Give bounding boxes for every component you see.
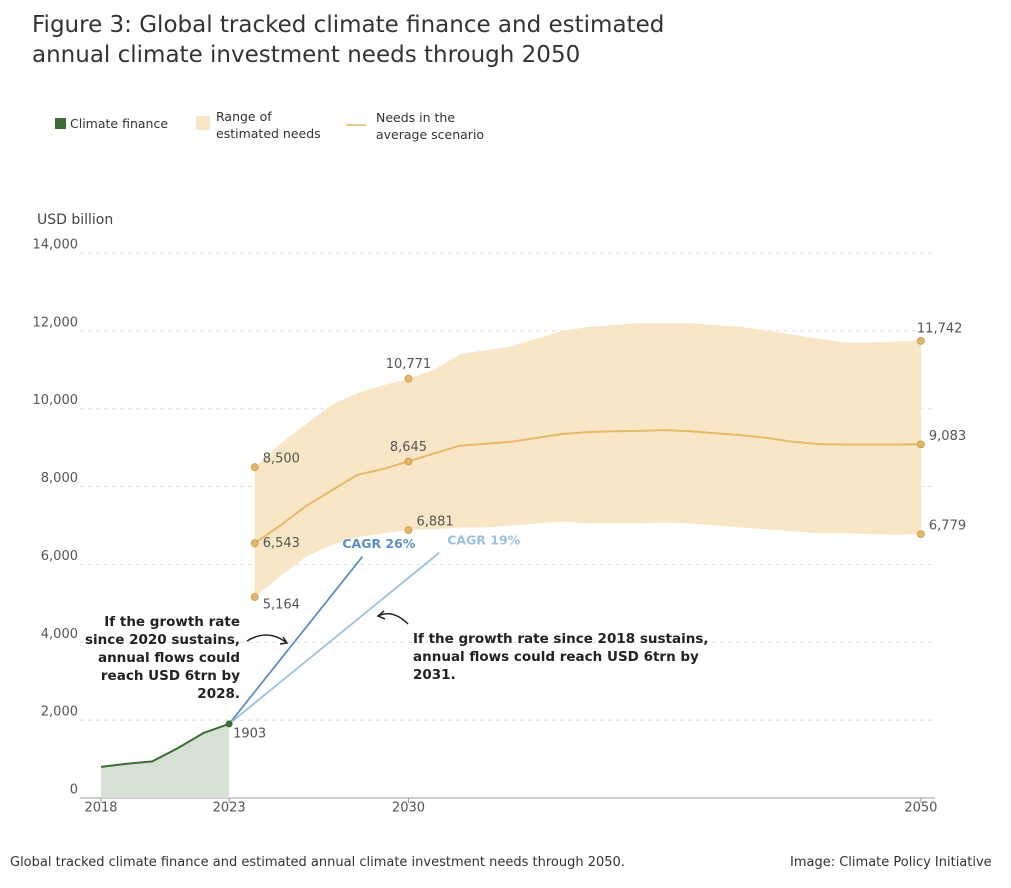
chart-title: Figure 3: Global tracked climate finance… [32, 12, 665, 68]
data-point [917, 440, 925, 449]
arrow [377, 613, 409, 625]
x-tick-label: 2023 [213, 801, 246, 816]
projection-label: CAGR 26% [342, 536, 415, 551]
finance-area [101, 723, 230, 798]
data-label: 6,543 [263, 536, 300, 551]
data-point [250, 593, 259, 601]
data-label: 5,164 [263, 597, 300, 612]
data-point [404, 457, 413, 466]
data-label: 9,083 [929, 429, 966, 444]
data-point [404, 374, 413, 383]
data-point [917, 530, 925, 539]
series-line [100, 722, 230, 768]
series-line [254, 429, 921, 545]
arrow-head [279, 636, 289, 645]
data-label: 6,779 [929, 519, 966, 534]
y-tick-label: 8,000 [41, 471, 78, 486]
legend-label: Climate finance [70, 116, 169, 131]
data-label: 6,881 [416, 515, 453, 530]
legend [55, 116, 366, 130]
credit: Image: Climate Policy Initiative [790, 855, 992, 870]
legend-label: Needs in the average scenario [376, 110, 485, 142]
y-tick-label: 14,000 [33, 238, 79, 253]
annotation: If the growth rate since 2020 sustains, … [84, 614, 240, 702]
x-tick-label: 2030 [392, 801, 425, 816]
legend-label: Range of estimated needs [216, 109, 321, 141]
y-tick-label: 6,000 [41, 549, 78, 564]
x-tick-label: 2050 [904, 801, 937, 816]
legend-swatch [196, 116, 210, 130]
annotation: If the growth rate since 2018 sustains, … [413, 631, 709, 683]
arrow-head [376, 610, 386, 620]
projection-label: CAGR 19% [447, 532, 520, 547]
legend-swatch [55, 118, 66, 129]
data-point [404, 526, 413, 535]
x-tick-label: 2018 [84, 801, 117, 816]
y-tick-label: 2,000 [41, 705, 78, 720]
y-axis-label: USD billion [37, 212, 114, 228]
y-tick-label: 10,000 [33, 393, 79, 408]
arrow [246, 634, 288, 644]
data-label: 11,742 [917, 321, 963, 336]
y-tick-label: 12,000 [33, 315, 79, 330]
data-point [225, 720, 233, 728]
data-label: 1903 [233, 726, 266, 741]
caption: Global tracked climate finance and estim… [10, 855, 625, 870]
data-point [250, 539, 259, 548]
data-point [250, 463, 259, 472]
projection-line [228, 556, 364, 725]
data-point [917, 337, 925, 345]
data-label: 8,500 [263, 452, 300, 467]
needs-range [254, 323, 921, 597]
y-tick-label: 4,000 [41, 627, 78, 642]
projection-line [228, 552, 440, 725]
data-label: 8,645 [390, 440, 427, 455]
y-tick-label: 0 [70, 783, 78, 798]
data-label: 10,771 [386, 357, 432, 372]
